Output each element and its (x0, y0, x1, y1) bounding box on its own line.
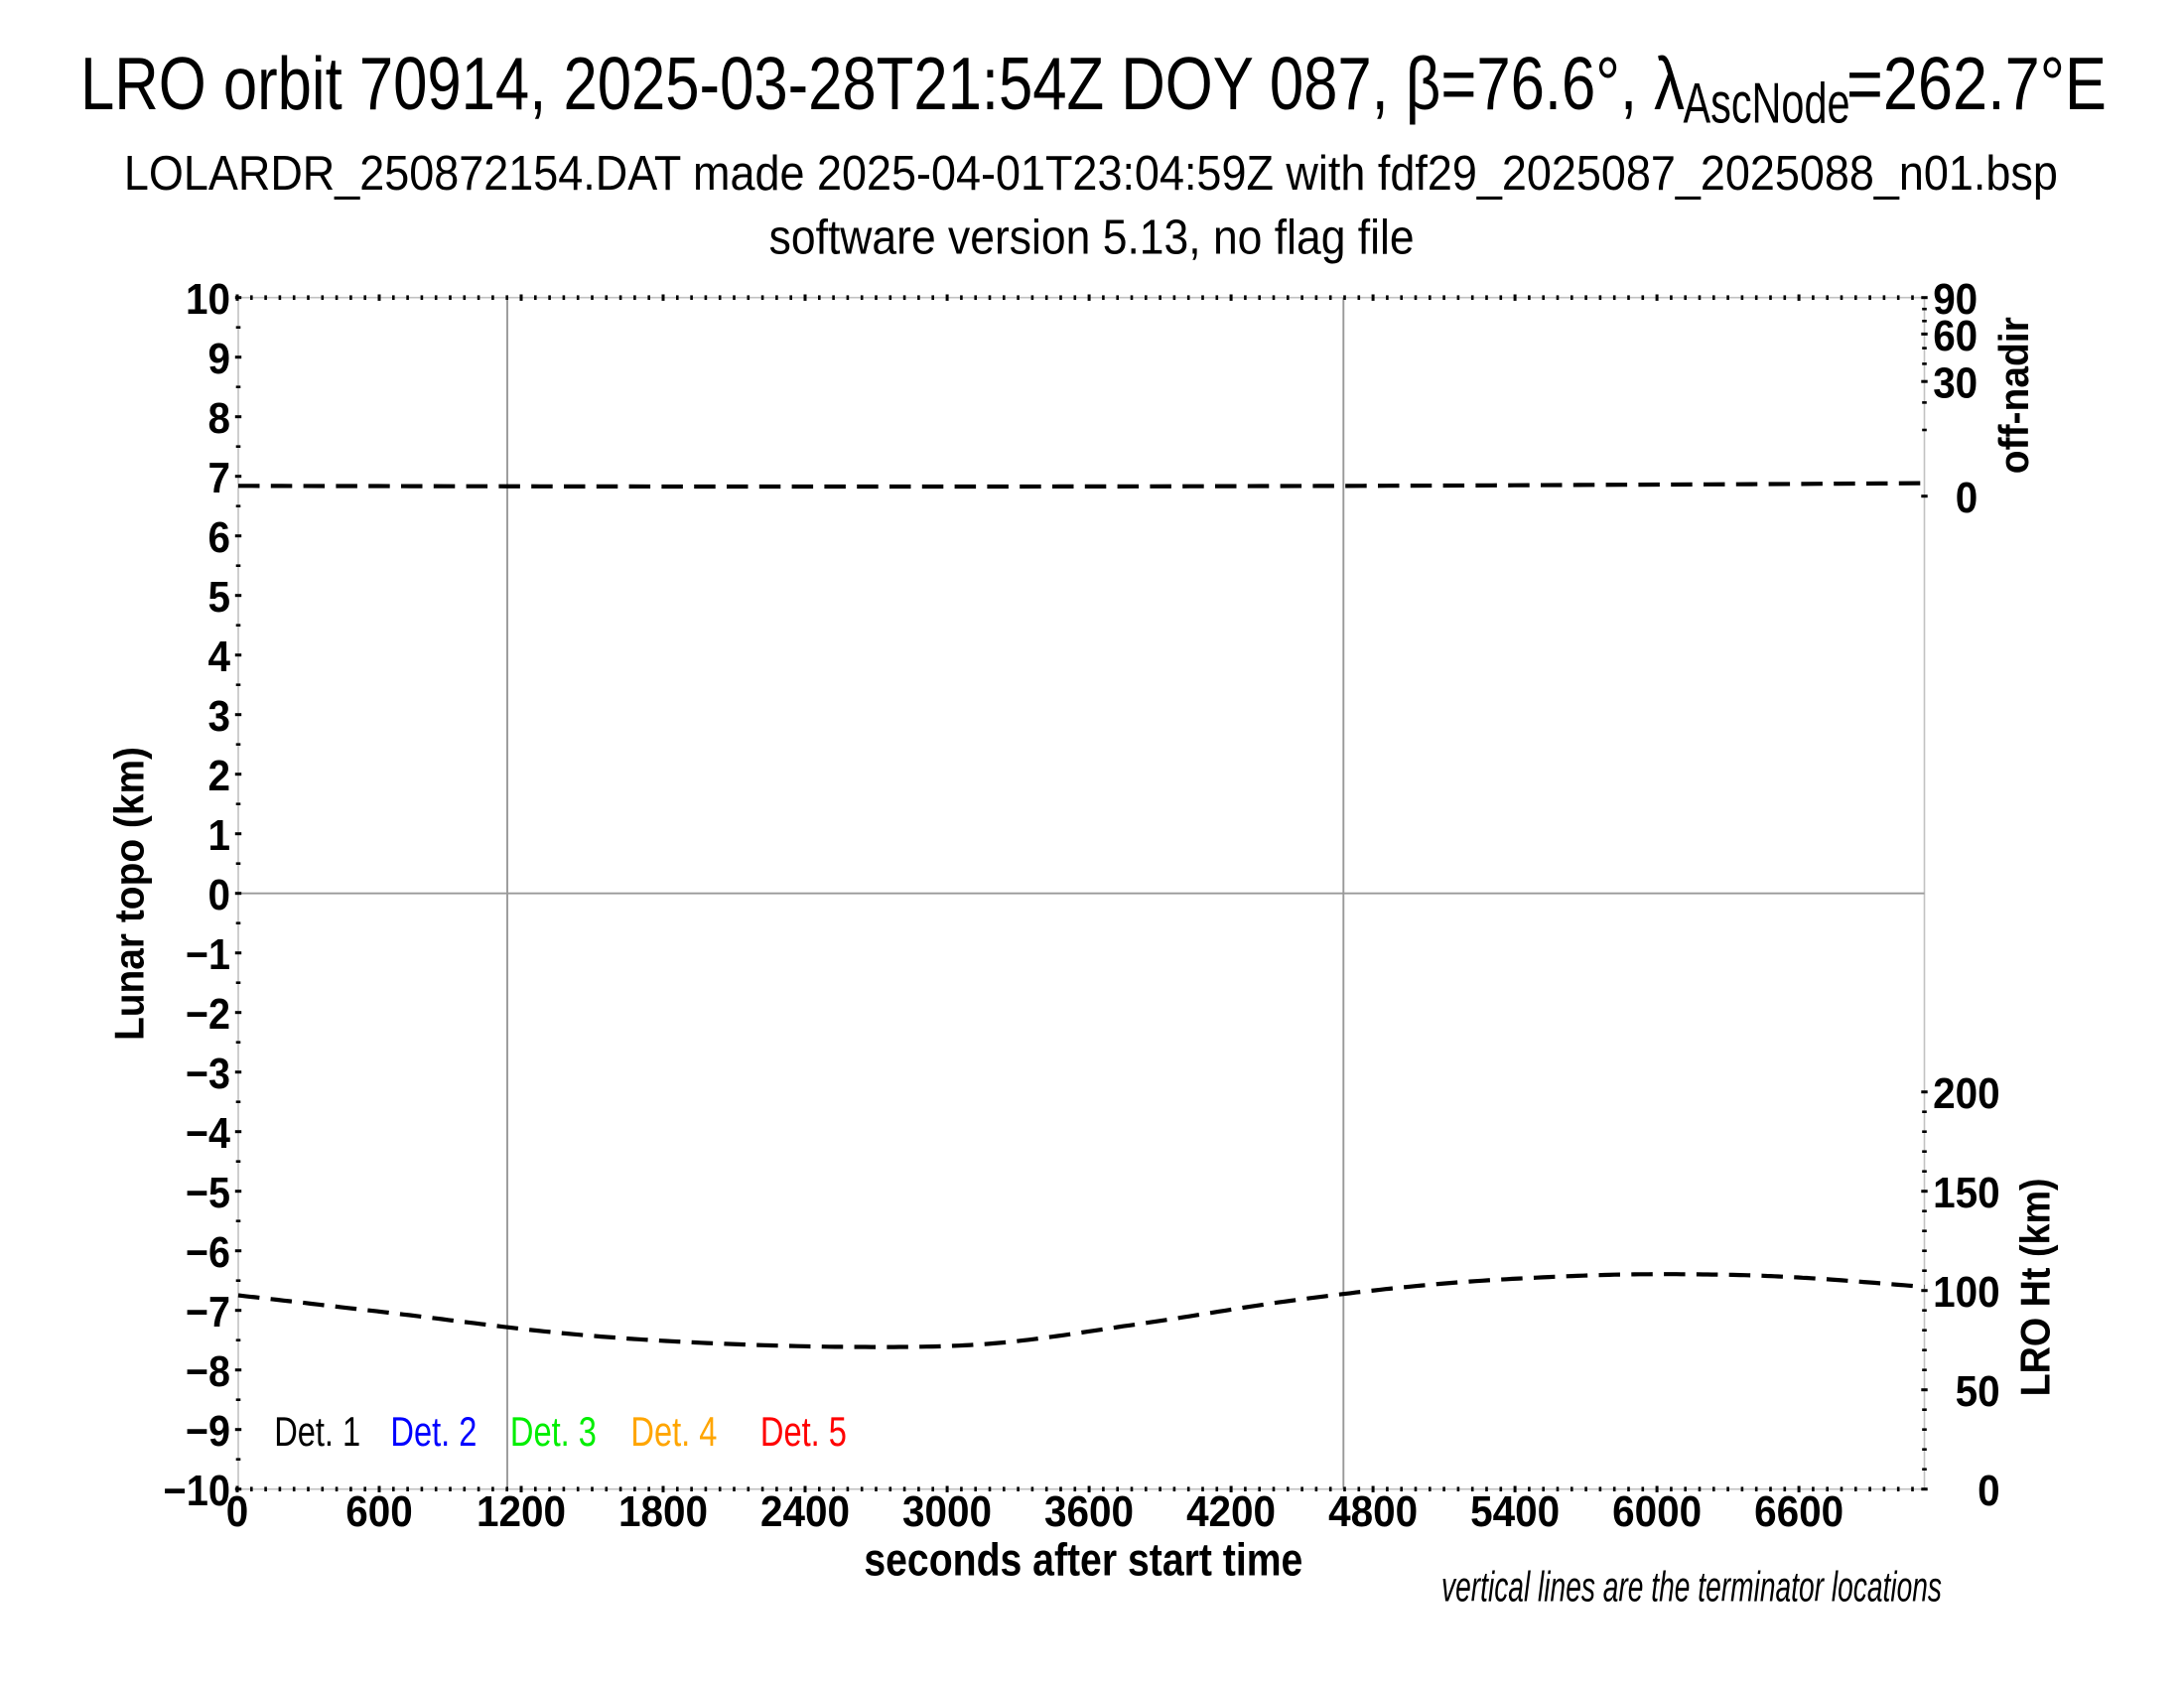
svg-text:4200: 4200 (1186, 1488, 1276, 1536)
svg-text:Det. 4: Det. 4 (630, 1408, 717, 1455)
svg-text:−4: −4 (186, 1110, 230, 1158)
svg-text:seconds after start time: seconds after start time (864, 1534, 1302, 1586)
svg-text:off-nadir: off-nadir (1990, 317, 2037, 474)
svg-text:2: 2 (208, 753, 231, 800)
svg-text:0: 0 (1978, 1468, 2000, 1515)
svg-text:0: 0 (208, 872, 231, 919)
svg-text:−10: −10 (164, 1468, 231, 1515)
svg-text:Det. 2: Det. 2 (390, 1408, 477, 1455)
svg-text:100: 100 (1933, 1269, 2000, 1317)
svg-text:−9: −9 (186, 1408, 230, 1456)
svg-text:LRO Ht (km): LRO Ht (km) (2012, 1178, 2059, 1396)
svg-text:4800: 4800 (1328, 1488, 1418, 1536)
svg-text:AscNode: AscNode (1684, 72, 1850, 136)
svg-text:9: 9 (208, 336, 231, 383)
svg-text:0: 0 (1956, 475, 1979, 522)
svg-text:Det. 5: Det. 5 (760, 1408, 847, 1455)
svg-text:5400: 5400 (1470, 1488, 1560, 1536)
svg-text:7: 7 (208, 455, 231, 502)
svg-text:−2: −2 (186, 991, 230, 1039)
svg-text:software version 5.13, no flag: software version 5.13, no flag file (769, 211, 1415, 265)
svg-text:4: 4 (208, 633, 231, 681)
svg-text:1800: 1800 (618, 1488, 708, 1536)
svg-text:50: 50 (1956, 1368, 2000, 1416)
svg-text:600: 600 (345, 1488, 413, 1536)
svg-text:3600: 3600 (1044, 1488, 1134, 1536)
svg-text:1: 1 (208, 812, 231, 860)
svg-text:200: 200 (1933, 1070, 2000, 1118)
svg-text:3000: 3000 (902, 1488, 992, 1536)
svg-text:1200: 1200 (477, 1488, 566, 1536)
svg-text:5: 5 (208, 574, 231, 622)
svg-text:60: 60 (1933, 313, 1978, 360)
svg-text:−5: −5 (186, 1170, 230, 1217)
svg-text:vertical lines are the termina: vertical lines are the terminator locati… (1441, 1564, 1942, 1612)
svg-text:−3: −3 (186, 1051, 230, 1098)
svg-text:150: 150 (1933, 1170, 2000, 1217)
svg-text:−1: −1 (186, 931, 230, 979)
svg-text:3: 3 (208, 693, 231, 741)
svg-text:6: 6 (208, 514, 231, 562)
svg-text:LRO orbit 70914, 2025-03-28T21: LRO orbit 70914, 2025-03-28T21:54Z DOY 0… (80, 42, 1685, 125)
svg-text:Lunar topo (km): Lunar topo (km) (105, 747, 152, 1041)
svg-text:10: 10 (186, 276, 230, 324)
svg-text:Det. 3: Det. 3 (510, 1408, 597, 1455)
svg-text:2400: 2400 (760, 1488, 850, 1536)
svg-text:90: 90 (1933, 276, 1978, 324)
svg-text:30: 30 (1933, 360, 1978, 408)
svg-text:LOLARDR_250872154.DAT made 202: LOLARDR_250872154.DAT made 2025-04-01T23… (124, 147, 2058, 201)
svg-text:6600: 6600 (1754, 1488, 1843, 1536)
svg-text:Det. 1: Det. 1 (274, 1408, 360, 1455)
svg-text:−7: −7 (186, 1289, 230, 1336)
svg-text:0: 0 (226, 1488, 249, 1536)
svg-text:=262.7°E: =262.7°E (1846, 42, 2107, 125)
svg-text:8: 8 (208, 395, 231, 443)
svg-text:−8: −8 (186, 1348, 230, 1396)
svg-text:−6: −6 (186, 1229, 230, 1277)
svg-text:6000: 6000 (1612, 1488, 1702, 1536)
